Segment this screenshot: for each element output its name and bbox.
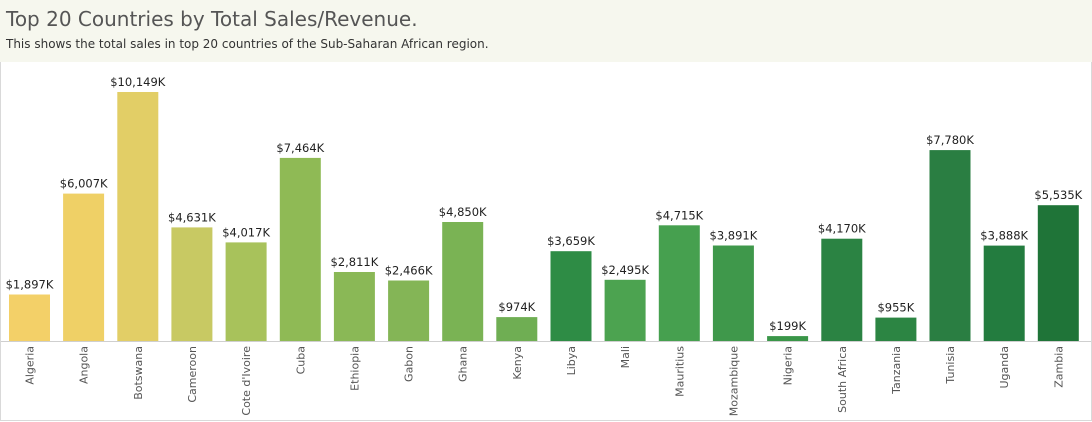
x-tick-label: Ethiopia: [348, 346, 361, 391]
x-tick-label: Mauritius: [673, 346, 686, 397]
x-tick-label: Libya: [565, 346, 578, 375]
data-label: $2,811K: [331, 255, 379, 269]
x-tick-label: South Africa: [836, 346, 849, 413]
data-label: $4,017K: [222, 225, 270, 239]
x-tick-label: Nigeria: [782, 346, 795, 385]
data-label: $3,659K: [547, 234, 595, 248]
data-label: $4,631K: [168, 210, 216, 224]
data-label: $974K: [498, 300, 535, 314]
data-label: $7,464K: [276, 141, 324, 155]
bar-tunisia[interactable]: [929, 150, 971, 341]
bar-algeria[interactable]: [9, 294, 50, 342]
x-tick-label: Mali: [619, 346, 632, 368]
bar-nigeria[interactable]: [767, 336, 809, 341]
bar-zambia[interactable]: [1037, 205, 1079, 341]
bar-libya[interactable]: [550, 251, 592, 341]
data-label: $4,170K: [818, 222, 866, 236]
bar-south-africa[interactable]: [821, 238, 863, 341]
x-tick-label: Cuba: [294, 346, 307, 374]
data-label: $6,007K: [60, 177, 108, 191]
data-label: $955K: [877, 301, 914, 315]
x-tick-label: Kenya: [511, 346, 524, 380]
chart-subtitle: This shows the total sales in top 20 cou…: [6, 37, 489, 51]
x-tick-label: Mozambique: [727, 346, 740, 416]
bar-angola[interactable]: [63, 193, 105, 341]
chart-header: Top 20 Countries by Total Sales/Revenue.…: [0, 0, 1092, 62]
x-tick-label: Gabon: [403, 346, 416, 382]
bar-chart: $1,897K Algeria $6,007K Angola $10,149K Botsw…: [0, 75, 1092, 416]
bar-ethiopia[interactable]: [333, 272, 375, 341]
data-label: $3,891K: [710, 229, 758, 243]
x-tick-label: Tunisia: [944, 346, 957, 385]
x-tick-label: Angola: [78, 346, 91, 384]
data-label: $199K: [769, 319, 806, 333]
x-tick-label: Cote d'Ivoire: [240, 346, 253, 416]
x-tick-label: Ghana: [457, 346, 470, 382]
bar-mali[interactable]: [604, 279, 646, 341]
data-label: $3,888K: [980, 229, 1028, 243]
data-label: $2,466K: [385, 264, 433, 278]
bar-mozambique[interactable]: [712, 245, 754, 342]
bar-cameroon[interactable]: [171, 227, 213, 341]
data-label: $1,897K: [6, 278, 54, 292]
data-label: $5,535K: [1034, 188, 1082, 202]
bar-gabon[interactable]: [388, 280, 430, 342]
data-label: $2,495K: [601, 263, 649, 277]
bar-uganda[interactable]: [983, 245, 1025, 341]
data-label: $4,715K: [655, 208, 703, 222]
data-label: $7,780K: [926, 133, 974, 147]
data-label: $10,149K: [110, 75, 166, 89]
bar-kenya[interactable]: [496, 317, 538, 341]
x-tick-label: Botswana: [132, 346, 145, 400]
bar-cuba[interactable]: [279, 157, 321, 341]
bar-botswana[interactable]: [117, 92, 159, 341]
bar-chart-area: $1,897K Algeria $6,007K Angola $10,149K Botsw…: [0, 62, 1092, 422]
bar-ghana[interactable]: [442, 222, 484, 341]
x-tick-label: Tanzania: [890, 346, 903, 395]
x-tick-label: Cameroon: [186, 346, 199, 403]
x-tick-label: Uganda: [998, 346, 1011, 388]
data-label: $4,850K: [439, 205, 487, 219]
x-tick-label: Zambia: [1052, 346, 1065, 388]
x-tick-label: Algeria: [24, 346, 37, 385]
chart-title: Top 20 Countries by Total Sales/Revenue.: [6, 7, 418, 31]
bar-cote-d-ivoire[interactable]: [225, 242, 267, 341]
bar-mauritius[interactable]: [658, 225, 700, 341]
bar-tanzania[interactable]: [875, 317, 917, 341]
